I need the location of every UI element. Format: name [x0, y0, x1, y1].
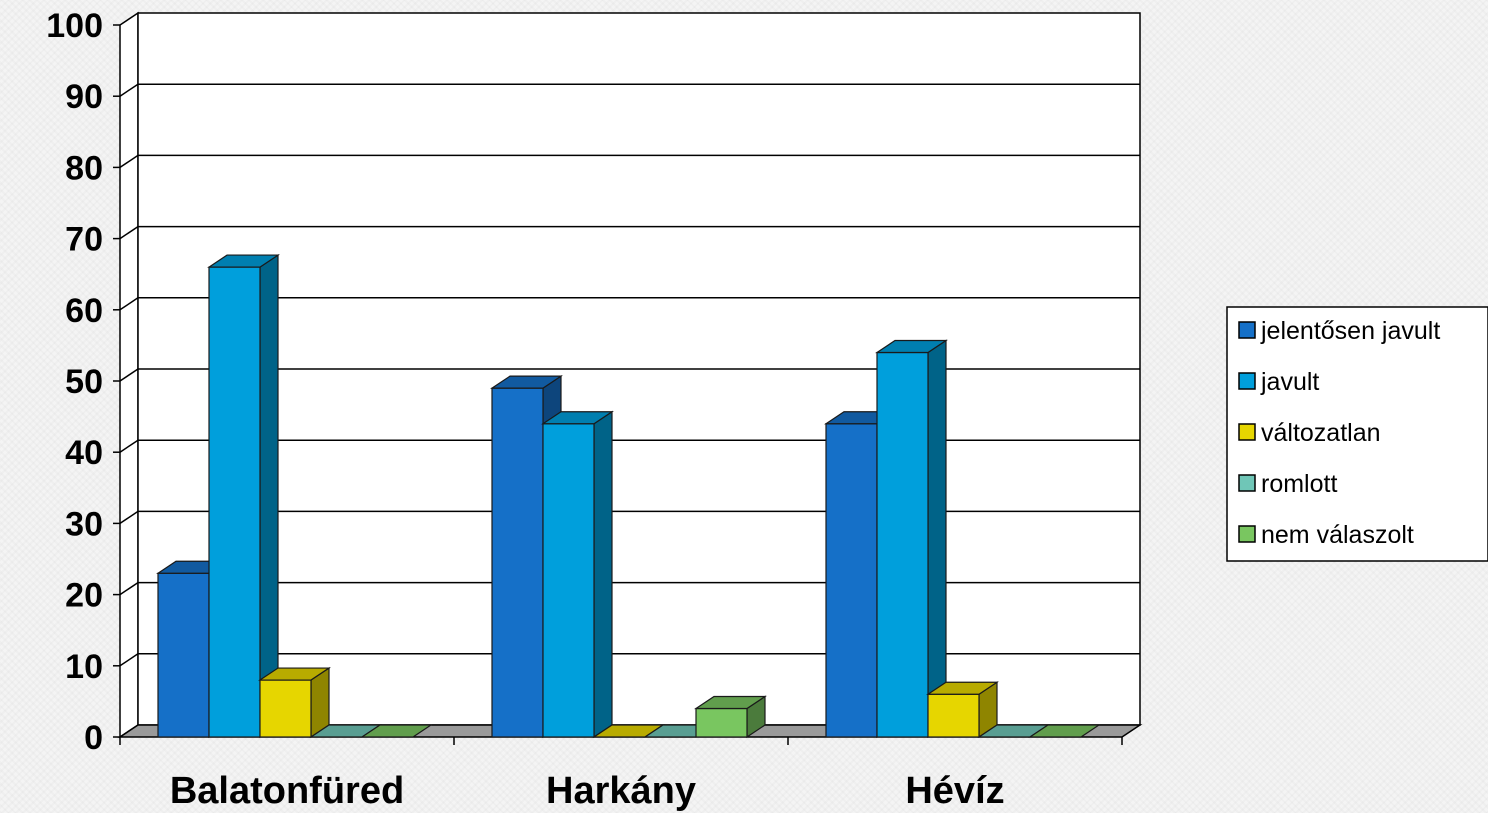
bar-front: [927, 693, 980, 738]
y-tick-label: 0: [84, 719, 103, 757]
legend-label: nem válaszolt: [1261, 521, 1414, 549]
legend-swatch: [1238, 372, 1256, 390]
bars: [156, 253, 1101, 739]
x-category-label: Balatonfüred: [170, 770, 404, 812]
bar-front: [157, 572, 210, 738]
y-tick-label: 40: [65, 434, 103, 472]
y-tick-label: 20: [65, 577, 103, 615]
gridline-side: [119, 581, 139, 596]
bar-top: [875, 339, 948, 354]
bar-top: [258, 667, 331, 681]
y-tick-label: 70: [65, 221, 103, 259]
gridline-side: [119, 510, 139, 525]
bar: [541, 410, 614, 739]
y-tick-label: 80: [65, 149, 103, 187]
bar: [926, 681, 999, 739]
legend-label: jelentősen javult: [1260, 317, 1440, 345]
legend: jelentősen javult javult változatlan romlot…: [1226, 306, 1488, 562]
y-tick-label: 10: [65, 648, 103, 686]
gridline-side: [119, 653, 139, 667]
bar-front: [491, 387, 544, 738]
bar-side: [927, 339, 947, 739]
y-tick-label: 30: [65, 505, 103, 543]
y-tick-label: 90: [65, 78, 103, 116]
bar: [360, 724, 433, 738]
bar-top: [490, 375, 563, 389]
y-axis-ticks: 0 10 20 30 40 50 60 70 80 90 100: [46, 7, 120, 757]
gridline-side: [119, 439, 139, 453]
bar-top: [541, 411, 614, 425]
bar: [207, 253, 280, 739]
bar-top: [694, 695, 767, 710]
bar: [258, 666, 331, 739]
bar-front: [542, 423, 595, 738]
legend-swatch: [1238, 423, 1256, 441]
bar-front: [695, 707, 748, 738]
bar-top: [1028, 724, 1101, 738]
gridline-side: [119, 83, 139, 97]
legend-item: javult: [1238, 368, 1319, 396]
bar-front: [259, 679, 312, 738]
bar: [875, 339, 948, 739]
bar-front: [825, 423, 878, 738]
bar-top: [207, 254, 280, 268]
legend-label: javult: [1260, 368, 1319, 396]
gridline-side: [119, 225, 139, 240]
legend-label: romlott: [1261, 470, 1337, 498]
bar-front: [208, 266, 261, 738]
legend-swatch: [1238, 474, 1256, 492]
bar: [1028, 724, 1101, 738]
bar-side: [593, 410, 613, 739]
bar-top: [360, 724, 433, 738]
legend-box: [1226, 306, 1488, 562]
bar: [694, 695, 767, 739]
x-axis: Balatonfüred Harkány Hévíz: [119, 737, 1123, 812]
bar-front: [876, 351, 929, 738]
legend-swatch: [1238, 525, 1256, 543]
gridline-side: [119, 297, 139, 311]
y-tick-label: 60: [65, 292, 103, 330]
legend-item: változatlan: [1238, 419, 1381, 447]
gridline-side: [119, 154, 139, 169]
gridlines: [119, 83, 1140, 667]
legend-swatch: [1238, 321, 1256, 339]
gridline-side: [119, 368, 139, 382]
bar-side: [259, 253, 279, 739]
legend-item: jelentősen javult: [1238, 317, 1440, 345]
legend-item: romlott: [1238, 470, 1337, 498]
x-category-label: Hévíz: [905, 770, 1004, 812]
legend-label: változatlan: [1261, 419, 1381, 447]
x-category-label: Harkány: [546, 770, 696, 812]
y-tick-label: 50: [65, 363, 103, 401]
y-tick-label: 100: [46, 7, 103, 45]
legend-item: nem válaszolt: [1238, 521, 1414, 549]
bar-top: [926, 681, 999, 695]
